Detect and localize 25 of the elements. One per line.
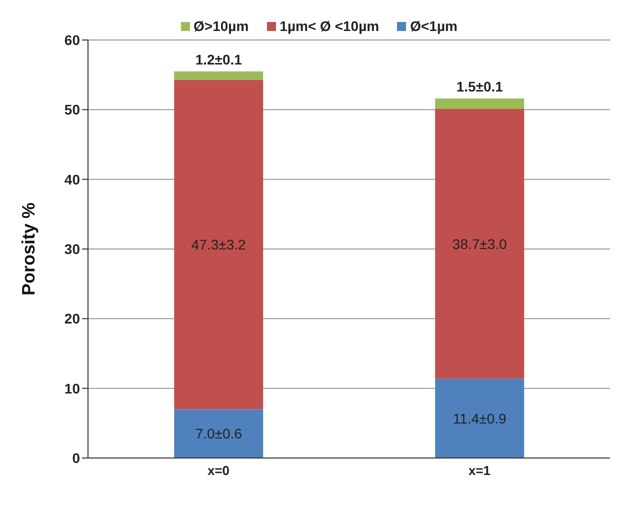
- y-tick-label: 60: [64, 32, 80, 48]
- y-tick-label: 40: [64, 171, 80, 188]
- y-tick-label: 20: [64, 310, 80, 327]
- y-tick-label: 0: [72, 450, 80, 466]
- data-label: 1.5±0.1: [456, 78, 504, 95]
- y-tick-label: 10: [64, 380, 80, 396]
- data-label: 11.4±0.9: [452, 410, 507, 426]
- bar: [174, 71, 264, 80]
- bar: [435, 378, 524, 458]
- y-tick-label: 50: [64, 102, 80, 118]
- data-label: 7.0±0.6: [195, 426, 242, 442]
- x-tick-label: x=1: [468, 463, 491, 478]
- legend-label: Ø>10µm: [192, 18, 249, 34]
- data-label: 38.7±3.0: [452, 236, 508, 252]
- bar: [435, 108, 524, 379]
- legend-label: Ø<1µm: [409, 18, 458, 34]
- x-tick-label: x=0: [207, 463, 230, 478]
- y-axis-title: Porosity %: [18, 202, 38, 296]
- bar: [435, 98, 524, 109]
- data-label: 1.2±0.1: [195, 51, 242, 68]
- data-label: 47.3±3.2: [191, 236, 246, 252]
- y-tick-label: 30: [64, 240, 80, 257]
- bar: [174, 409, 264, 458]
- bar: [174, 80, 264, 410]
- legend-label: 1µm< Ø <10µm: [278, 18, 380, 34]
